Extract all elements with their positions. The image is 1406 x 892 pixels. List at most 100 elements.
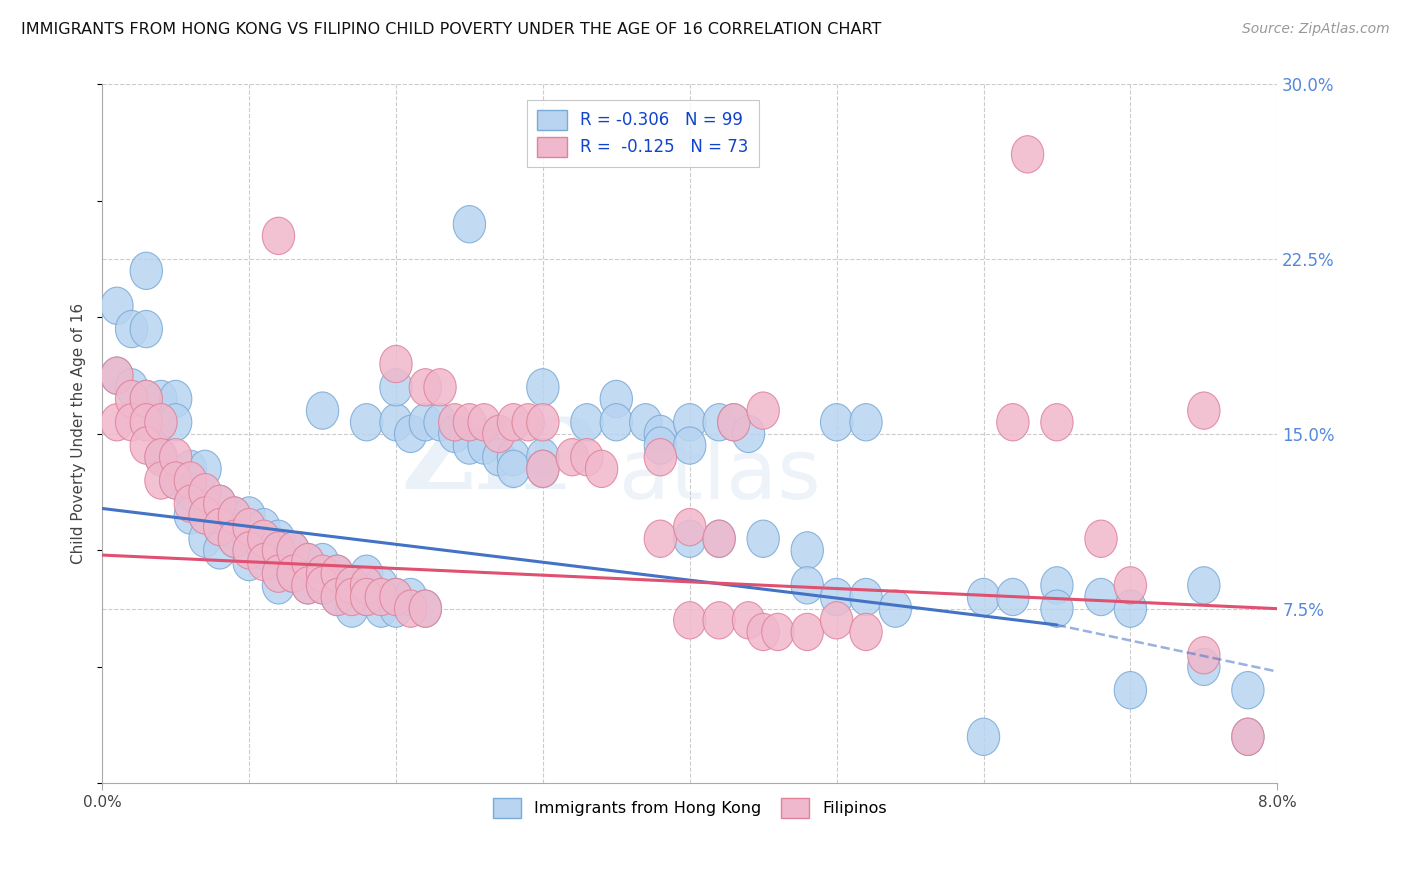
Ellipse shape xyxy=(1011,136,1043,173)
Ellipse shape xyxy=(395,590,427,627)
Ellipse shape xyxy=(174,462,207,500)
Ellipse shape xyxy=(1085,578,1118,615)
Ellipse shape xyxy=(527,450,560,488)
Ellipse shape xyxy=(380,590,412,627)
Ellipse shape xyxy=(131,252,163,290)
Ellipse shape xyxy=(131,380,163,417)
Text: Source: ZipAtlas.com: Source: ZipAtlas.com xyxy=(1241,22,1389,37)
Ellipse shape xyxy=(409,368,441,406)
Ellipse shape xyxy=(1232,718,1264,756)
Ellipse shape xyxy=(380,578,412,615)
Ellipse shape xyxy=(188,450,221,488)
Ellipse shape xyxy=(366,578,398,615)
Ellipse shape xyxy=(1114,672,1146,709)
Ellipse shape xyxy=(439,416,471,452)
Ellipse shape xyxy=(247,508,280,546)
Ellipse shape xyxy=(131,403,163,441)
Ellipse shape xyxy=(600,403,633,441)
Ellipse shape xyxy=(188,497,221,534)
Ellipse shape xyxy=(101,357,134,394)
Ellipse shape xyxy=(571,403,603,441)
Ellipse shape xyxy=(233,543,266,581)
Ellipse shape xyxy=(557,439,588,475)
Ellipse shape xyxy=(747,614,779,650)
Ellipse shape xyxy=(188,474,221,511)
Ellipse shape xyxy=(174,485,207,523)
Ellipse shape xyxy=(218,497,250,534)
Ellipse shape xyxy=(145,462,177,500)
Ellipse shape xyxy=(291,543,323,581)
Ellipse shape xyxy=(482,439,515,475)
Ellipse shape xyxy=(512,403,544,441)
Ellipse shape xyxy=(145,439,177,475)
Ellipse shape xyxy=(673,602,706,639)
Ellipse shape xyxy=(1040,590,1073,627)
Ellipse shape xyxy=(1188,392,1220,429)
Ellipse shape xyxy=(350,578,382,615)
Ellipse shape xyxy=(350,578,382,615)
Ellipse shape xyxy=(366,590,398,627)
Ellipse shape xyxy=(101,287,134,325)
Ellipse shape xyxy=(263,543,295,581)
Ellipse shape xyxy=(380,345,412,383)
Ellipse shape xyxy=(321,578,353,615)
Ellipse shape xyxy=(145,380,177,417)
Ellipse shape xyxy=(703,602,735,639)
Ellipse shape xyxy=(395,578,427,615)
Ellipse shape xyxy=(101,403,134,441)
Ellipse shape xyxy=(291,566,323,604)
Ellipse shape xyxy=(321,555,353,592)
Ellipse shape xyxy=(218,520,250,558)
Ellipse shape xyxy=(527,403,560,441)
Ellipse shape xyxy=(233,520,266,558)
Ellipse shape xyxy=(423,368,456,406)
Ellipse shape xyxy=(747,520,779,558)
Ellipse shape xyxy=(380,368,412,406)
Ellipse shape xyxy=(997,578,1029,615)
Ellipse shape xyxy=(821,602,853,639)
Ellipse shape xyxy=(644,416,676,452)
Ellipse shape xyxy=(673,520,706,558)
Ellipse shape xyxy=(453,427,485,464)
Ellipse shape xyxy=(527,368,560,406)
Ellipse shape xyxy=(527,439,560,475)
Ellipse shape xyxy=(204,532,236,569)
Ellipse shape xyxy=(468,427,501,464)
Ellipse shape xyxy=(307,566,339,604)
Ellipse shape xyxy=(849,578,882,615)
Ellipse shape xyxy=(380,578,412,615)
Ellipse shape xyxy=(188,497,221,534)
Ellipse shape xyxy=(159,403,191,441)
Text: IMMIGRANTS FROM HONG KONG VS FILIPINO CHILD POVERTY UNDER THE AGE OF 16 CORRELAT: IMMIGRANTS FROM HONG KONG VS FILIPINO CH… xyxy=(21,22,882,37)
Ellipse shape xyxy=(439,403,471,441)
Ellipse shape xyxy=(247,543,280,581)
Ellipse shape xyxy=(263,555,295,592)
Ellipse shape xyxy=(821,403,853,441)
Ellipse shape xyxy=(115,310,148,348)
Ellipse shape xyxy=(247,532,280,569)
Ellipse shape xyxy=(821,578,853,615)
Ellipse shape xyxy=(159,380,191,417)
Ellipse shape xyxy=(1188,648,1220,686)
Ellipse shape xyxy=(717,403,749,441)
Ellipse shape xyxy=(307,555,339,592)
Ellipse shape xyxy=(630,403,662,441)
Ellipse shape xyxy=(247,520,280,558)
Ellipse shape xyxy=(336,578,368,615)
Ellipse shape xyxy=(849,614,882,650)
Ellipse shape xyxy=(673,427,706,464)
Ellipse shape xyxy=(967,718,1000,756)
Ellipse shape xyxy=(350,566,382,604)
Ellipse shape xyxy=(849,403,882,441)
Ellipse shape xyxy=(453,205,485,243)
Legend: Immigrants from Hong Kong, Filipinos: Immigrants from Hong Kong, Filipinos xyxy=(486,792,893,824)
Ellipse shape xyxy=(409,590,441,627)
Ellipse shape xyxy=(792,566,824,604)
Ellipse shape xyxy=(703,520,735,558)
Ellipse shape xyxy=(131,380,163,417)
Ellipse shape xyxy=(218,520,250,558)
Ellipse shape xyxy=(366,566,398,604)
Ellipse shape xyxy=(1114,566,1146,604)
Ellipse shape xyxy=(585,450,617,488)
Ellipse shape xyxy=(115,403,148,441)
